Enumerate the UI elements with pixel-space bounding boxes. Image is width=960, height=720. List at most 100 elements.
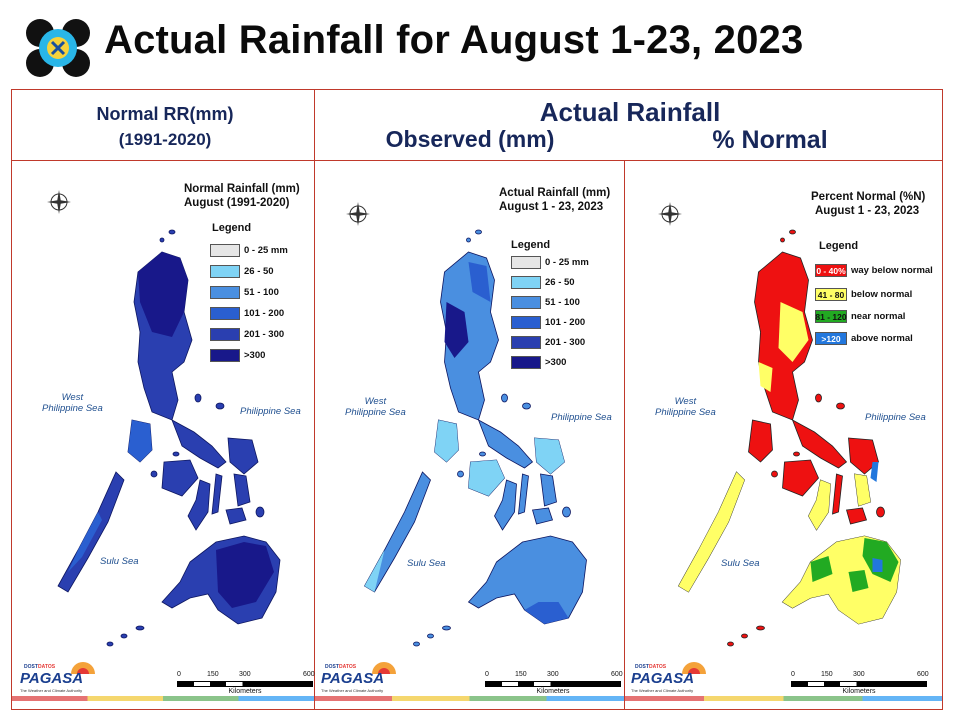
scale-bar: 0 150 300 600 Kilometers [791, 671, 929, 695]
brand-prefix: DATOS [38, 664, 56, 670]
observed-legend-item: 201 - 300 [511, 336, 585, 349]
scale-bar: 0 150 300 600 Kilometers [177, 671, 315, 695]
west-philippine-sea-label: West Philippine Sea [345, 396, 406, 418]
philippine-sea-label: Philippine Sea [240, 406, 301, 417]
brand-tagline: The Weather and Climate Authority [20, 688, 83, 693]
legend-swatch [210, 265, 240, 278]
scale-unit: Kilometers [228, 688, 262, 695]
pagasa-brand-logo: DOST DATOS PAGASA The Weather and Climate A… [319, 660, 411, 700]
percent-normal-map [678, 229, 901, 647]
normal-legend-item: 51 - 100 [210, 286, 279, 299]
legend-swatch [511, 276, 541, 289]
normal-header-line1: Normal RR(mm) [96, 104, 234, 124]
brand-tagline: The Weather and Climate Authority [631, 688, 694, 693]
normal-map-title-line2: August (1991-2020) [184, 197, 290, 209]
scale-tick: 150 [515, 671, 527, 678]
scale-unit: Kilometers [842, 688, 876, 695]
percent-legend-item: 41 - 80 below normal [815, 288, 912, 301]
scale-tick: 600 [303, 671, 315, 678]
observed-map-title-line1: Actual Rainfall (mm) [499, 187, 611, 199]
percent-map-title-line2: August 1 - 23, 2023 [815, 205, 920, 217]
sulu-sea-label: Sulu Sea [100, 556, 139, 567]
sulu-sea-label: Sulu Sea [721, 558, 760, 569]
brand-dost: DOST [325, 664, 339, 670]
scale-tick: 0 [177, 671, 181, 678]
scale-bar: 0 150 300 600 Kilometers [485, 671, 623, 695]
legend-swatch [210, 244, 240, 257]
observed-legend-item: 26 - 50 [511, 276, 575, 289]
normal-legend-item: 0 - 25 mm [210, 244, 288, 257]
normal-header-frame [11, 89, 315, 161]
scale-tick: 0 [791, 671, 795, 678]
legend-swatch [210, 349, 240, 362]
percent-map-title-line1: Percent Normal (%N) [811, 191, 926, 203]
normal-legend-item: 101 - 200 [210, 307, 284, 320]
scale-tick: 600 [611, 671, 623, 678]
color-strip [625, 696, 942, 701]
brand-prefix: DATOS [339, 664, 357, 670]
legend-swatch [511, 336, 541, 349]
scale-tick: 150 [821, 671, 833, 678]
scale-tick: 300 [547, 671, 559, 678]
observed-legend-item: 101 - 200 [511, 316, 585, 329]
observed-legend-item: 0 - 25 mm [511, 256, 589, 269]
percent-map-panel: Percent Normal (%N) August 1 - 23, 2023 … [625, 162, 942, 704]
legend-swatch [210, 328, 240, 341]
compass-rose-icon [658, 202, 682, 226]
legend-swatch [210, 307, 240, 320]
percent-legend-item: 0 - 40% way below normal [815, 264, 933, 277]
normal-legend-item: 201 - 300 [210, 328, 284, 341]
normal-map-panel: Normal Rainfall (mm) August (1991-2020) … [12, 162, 314, 704]
weather-umbrella-icon [372, 662, 396, 674]
legend-swatch [511, 356, 541, 369]
legend-swatch: 41 - 80 [815, 288, 847, 301]
slide-title: Actual Rainfall for August 1-23, 2023 [104, 18, 804, 62]
normal-legend-item: 26 - 50 [210, 265, 274, 278]
observed-header: Observed (mm) [385, 126, 555, 152]
pagasa-brand-logo: DOST DATOS PAGASA The Weather and Climate A… [18, 660, 110, 700]
brand-tagline: The Weather and Climate Authority [321, 688, 384, 693]
compass-rose-icon [47, 190, 71, 214]
brand-prefix: DATOS [649, 664, 667, 670]
legend-swatch [210, 286, 240, 299]
percent-legend-title: Legend [819, 240, 859, 252]
weather-umbrella-icon [682, 662, 706, 674]
legend-swatch: >120 [815, 332, 847, 345]
philippine-sea-label: Philippine Sea [865, 412, 926, 423]
legend-swatch: 0 - 40% [815, 264, 847, 277]
brand-name: PAGASA [631, 670, 695, 687]
normal-header-line2: (1991-2020) [118, 130, 212, 149]
sulu-sea-label: Sulu Sea [407, 558, 446, 569]
scale-tick: 300 [853, 671, 865, 678]
legend-swatch: 81 - 120 [815, 310, 847, 323]
pagasa-logo-icon [24, 18, 92, 78]
brand-name: PAGASA [20, 670, 84, 687]
percent-legend-item: >120 above normal [815, 332, 913, 345]
brand-dost: DOST [635, 664, 649, 670]
scale-tick: 150 [207, 671, 219, 678]
brand-dost: DOST [24, 664, 38, 670]
observed-legend-item: >300 [511, 356, 566, 369]
color-strip [12, 696, 314, 701]
legend-swatch [511, 256, 541, 269]
observed-map-title-line2: August 1 - 23, 2023 [499, 201, 604, 213]
percent-header: % Normal [712, 126, 828, 154]
philippine-sea-label: Philippine Sea [551, 412, 612, 423]
percent-legend-item: 81 - 120 near normal [815, 310, 906, 323]
scale-tick: 600 [917, 671, 929, 678]
map-frame-percent [624, 160, 943, 710]
legend-swatch [511, 316, 541, 329]
scale-unit: Kilometers [536, 688, 570, 695]
west-philippine-sea-label: West Philippine Sea [42, 392, 103, 414]
observed-legend-title: Legend [511, 239, 551, 251]
west-philippine-sea-label: West Philippine Sea [655, 396, 716, 418]
scale-tick: 0 [485, 671, 489, 678]
observed-legend-item: 51 - 100 [511, 296, 580, 309]
normal-legend-item: >300 [210, 349, 265, 362]
observed-rainfall-map [364, 229, 587, 647]
compass-rose-icon [346, 202, 370, 226]
normal-rainfall-map [57, 229, 281, 647]
observed-map-panel: Actual Rainfall (mm) August 1 - 23, 2023… [315, 162, 624, 704]
brand-name: PAGASA [321, 670, 385, 687]
normal-legend-title: Legend [212, 222, 252, 234]
